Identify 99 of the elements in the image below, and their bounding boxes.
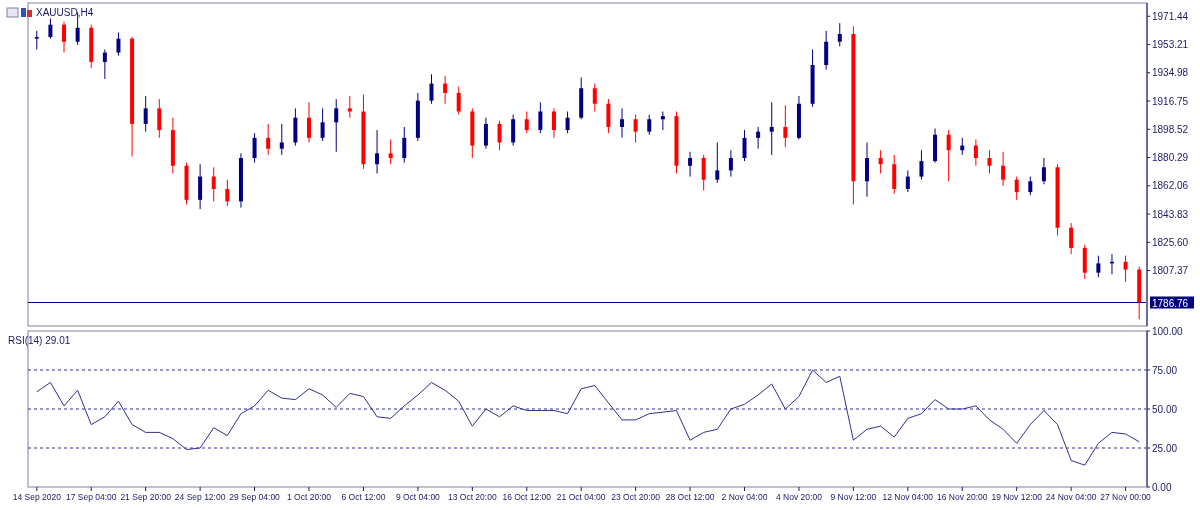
candlestick: [1001, 151, 1006, 187]
y-tick-label: 0.00: [1152, 481, 1172, 493]
candlestick: [592, 83, 597, 112]
candlestick: [551, 107, 556, 139]
x-tick-label: 24 Sep 12:00: [174, 492, 226, 502]
candlestick: [198, 163, 203, 210]
candlestick: [456, 86, 461, 116]
candlestick: [497, 120, 502, 151]
candlestick: [1069, 222, 1074, 255]
x-tick-label: 17 Sep 04:00: [65, 492, 117, 502]
candlestick: [334, 98, 339, 153]
y-tick-label: 1807.37: [1152, 265, 1189, 277]
x-tick-label: 27 Nov 00:00: [1100, 492, 1152, 502]
candlestick: [211, 166, 216, 202]
ref-line-label: 1786.76: [1152, 297, 1189, 309]
x-tick-label: 21 Oct 04:00: [556, 492, 606, 502]
candlestick: [946, 129, 951, 182]
candlestick: [620, 107, 625, 139]
candlestick: [919, 149, 924, 181]
candlestick: [769, 101, 774, 156]
candlestick: [266, 123, 271, 156]
candlestick: [116, 31, 121, 57]
candlestick: [783, 104, 788, 148]
candlestick: [606, 98, 611, 134]
y-tick-label: 1843.83: [1152, 208, 1189, 220]
candlestick: [633, 114, 638, 143]
candlestick: [688, 151, 693, 178]
candlestick: [143, 95, 148, 133]
candlestick: [225, 179, 230, 207]
candlestick: [443, 75, 448, 105]
candlestick: [538, 101, 543, 134]
candlestick: [878, 149, 883, 174]
candlestick: [62, 21, 67, 54]
candlestick: [742, 129, 747, 162]
y-tick-label: 25.00: [1152, 442, 1178, 454]
y-tick-label: 1953.21: [1152, 39, 1189, 51]
candlestick: [647, 114, 652, 136]
y-tick-label: 1916.75: [1152, 95, 1189, 107]
x-tick-label: 16 Oct 12:00: [502, 492, 552, 502]
candlestick: [987, 149, 992, 174]
y-tick-label: 1825.60: [1152, 236, 1189, 248]
candlestick: [307, 101, 311, 143]
y-tick-label: 1898.52: [1152, 123, 1189, 135]
x-tick-label: 4 Nov 20:00: [776, 492, 823, 502]
candlestick: [483, 117, 488, 150]
candlestick: [320, 107, 325, 142]
candlestick: [388, 138, 393, 165]
candlestick: [279, 123, 284, 156]
chart-title: RSI(14) 29.01: [8, 335, 71, 346]
x-tick-label: 9 Oct 04:00: [395, 492, 441, 502]
candlestick: [715, 141, 720, 184]
x-tick-label: 28 Oct 12:00: [665, 492, 715, 502]
candlestick: [1123, 255, 1128, 283]
candlestick: [429, 73, 434, 105]
x-tick-label: 24 Nov 04:00: [1045, 492, 1097, 502]
candlestick: [865, 141, 869, 198]
x-tick-label: 12 Nov 04:00: [882, 492, 934, 502]
candlestick: [1041, 157, 1046, 185]
y-tick-label: 1971.44: [1152, 10, 1189, 22]
candlestick: [157, 98, 162, 139]
candlestick: [756, 126, 761, 150]
candlestick: [973, 138, 978, 167]
candlestick: [824, 30, 829, 71]
candlestick: [524, 110, 529, 134]
candlestick: [375, 129, 380, 174]
x-tick-label: 19 Nov 12:00: [991, 492, 1043, 502]
y-tick-label: 100.00: [1152, 325, 1184, 337]
x-tick-label: 21 Sep 20:00: [120, 492, 172, 502]
candlestick: [402, 126, 407, 164]
y-tick-label: 1880.29: [1152, 152, 1189, 164]
candlestick: [565, 110, 570, 134]
x-tick-label: 29 Sep 04:00: [229, 492, 281, 502]
candlestick: [347, 95, 352, 119]
x-tick-label: 2 Nov 04:00: [721, 492, 768, 502]
candlestick: [1028, 176, 1033, 196]
y-tick-label: 1934.98: [1152, 67, 1189, 79]
y-tick-label: 75.00: [1152, 364, 1178, 376]
x-tick-label: 13 Oct 20:00: [447, 492, 497, 502]
candlestick: [511, 114, 516, 147]
x-tick-label: 16 Nov 20:00: [936, 492, 988, 502]
candlestick: [701, 154, 706, 192]
candlestick: [728, 149, 733, 178]
x-tick-label: 14 Sep 2020: [12, 492, 62, 502]
candlestick: [252, 132, 257, 164]
x-tick-label: 9 Nov 12:00: [830, 492, 877, 502]
candlestick: [1096, 255, 1101, 278]
candlestick: [34, 30, 39, 50]
y-tick-label: 1862.06: [1152, 180, 1189, 192]
y-tick-label: 50.00: [1152, 403, 1178, 415]
candlestick: [905, 169, 910, 193]
x-tick-label: 1 Oct 20:00: [287, 492, 332, 502]
candlestick: [102, 49, 107, 80]
candlestick: [48, 18, 53, 40]
x-tick-label: 23 Oct 20:00: [611, 492, 661, 502]
chart-title: XAUUSD,H4: [36, 7, 94, 18]
x-tick-label: 6 Oct 12:00: [341, 492, 386, 502]
candlestick: [1014, 176, 1019, 201]
candlestick: [660, 110, 665, 131]
candlestick: [837, 22, 842, 47]
